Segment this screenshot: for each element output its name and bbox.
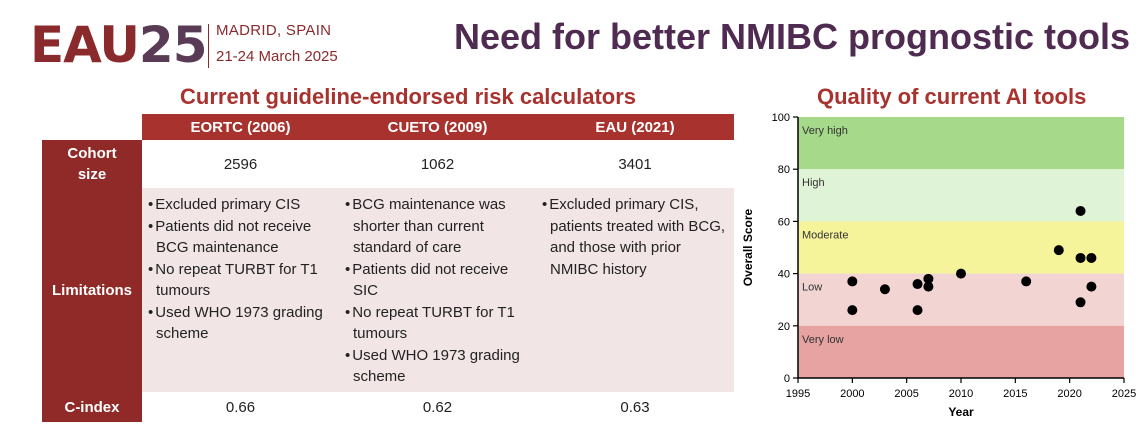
c-index-eau: 0.63 — [536, 392, 734, 422]
x-tick-label: 2025 — [1112, 388, 1136, 400]
limitations-row: Limitations Excluded primary CIS Patient… — [42, 188, 734, 392]
limitation-item: No repeat TURBT for T1 tumours — [345, 302, 530, 345]
data-point — [912, 279, 923, 290]
band-label: Low — [802, 282, 822, 294]
band-high — [798, 169, 1124, 222]
logo-city: MADRID, SPAIN — [216, 22, 332, 39]
limitation-item: BCG maintenance was shorter than current… — [345, 194, 530, 259]
y-tick-label: 20 — [778, 321, 790, 333]
data-point — [1086, 281, 1097, 292]
band-label: Very low — [802, 334, 844, 346]
data-point — [1075, 205, 1086, 216]
data-point — [912, 305, 923, 316]
c-index-cueto: 0.62 — [339, 392, 536, 422]
y-axis-title: Overall Score — [741, 208, 755, 286]
logo-dates: 21-24 March 2025 — [216, 48, 338, 65]
limitation-item: Excluded primary CIS, patients treated w… — [542, 194, 728, 280]
limitation-item: Patients did not receive BCG maintenance — [148, 216, 333, 259]
y-tick-label: 100 — [772, 112, 790, 124]
limitation-item: Excluded primary CIS — [148, 194, 333, 216]
cohort-size-eortc: 2596 — [142, 140, 339, 188]
data-point — [1053, 245, 1064, 256]
x-axis-title: Year — [948, 405, 974, 419]
data-point — [1021, 276, 1032, 287]
limitation-item: Used WHO 1973 grading scheme — [148, 302, 333, 345]
slide-title: Need for better NMIBC prognostic tools — [453, 16, 1130, 57]
limitation-item: No repeat TURBT for T1 tumours — [148, 259, 333, 302]
risk-calculators-title: Current guideline-endorsed risk calculat… — [180, 84, 637, 109]
logo-mark: EAU25 — [30, 16, 208, 74]
x-tick-label: 2005 — [894, 388, 918, 400]
c-index-eortc: 0.66 — [142, 392, 339, 422]
table-corner — [42, 114, 142, 140]
data-point — [956, 268, 966, 279]
row-header-limitations: Limitations — [42, 188, 142, 392]
ai-quality-scatter-chart: Very high High Moderate Low Very low 1995 2000… — [741, 112, 1136, 419]
data-point — [1075, 252, 1086, 263]
x-tick-label: 2020 — [1057, 388, 1081, 400]
x-tick-label: 2010 — [949, 388, 973, 400]
column-header-eortc: EORTC (2006) — [142, 114, 339, 140]
data-point — [923, 281, 934, 292]
limitation-item: Used WHO 1973 grading scheme — [345, 345, 530, 388]
limitations-eortc: Excluded primary CIS Patients did not re… — [142, 188, 339, 392]
column-header-eau: EAU (2021) — [536, 114, 734, 140]
y-tick-label: 0 — [784, 373, 790, 385]
limitation-item: Patients did not receive SIC — [345, 259, 530, 302]
limitations-cueto: BCG maintenance was shorter than current… — [339, 188, 536, 392]
data-point — [879, 284, 890, 295]
band-label: Moderate — [802, 229, 848, 241]
cohort-size-cueto: 1062 — [339, 140, 536, 188]
y-tick-label: 60 — [778, 216, 790, 228]
c-index-row: C-index 0.66 0.62 0.63 — [42, 392, 734, 422]
band-very-low — [798, 325, 1124, 378]
band-very-high — [798, 117, 1124, 170]
band-label: Very high — [802, 125, 848, 137]
cohort-size-row: Cohort size 2596 1062 3401 — [42, 140, 734, 188]
x-tick-label: 2015 — [1003, 388, 1027, 400]
band-label: High — [802, 177, 825, 189]
logo-divider — [208, 24, 209, 68]
data-point — [923, 273, 934, 284]
y-tick-label: 80 — [778, 164, 790, 176]
data-point — [847, 305, 858, 316]
x-tick-label: 1995 — [786, 388, 810, 400]
row-header-c-index: C-index — [42, 392, 142, 422]
cohort-size-eau: 3401 — [536, 140, 734, 188]
band-low — [798, 273, 1124, 326]
x-tick-label: 2000 — [840, 388, 864, 400]
y-tick-label: 40 — [778, 269, 790, 281]
data-point — [847, 276, 858, 287]
table-header-row: EORTC (2006) CUETO (2009) EAU (2021) — [42, 114, 734, 140]
risk-calculator-table: EORTC (2006) CUETO (2009) EAU (2021) Coh… — [42, 114, 734, 422]
ai-tools-title: Quality of current AI tools — [817, 84, 1087, 109]
band-moderate — [798, 221, 1124, 274]
row-header-cohort-size: Cohort size — [42, 140, 142, 188]
limitations-eau: Excluded primary CIS, patients treated w… — [536, 188, 734, 392]
data-point — [1086, 252, 1097, 263]
column-header-cueto: CUETO (2009) — [339, 114, 536, 140]
data-point — [1075, 297, 1086, 308]
